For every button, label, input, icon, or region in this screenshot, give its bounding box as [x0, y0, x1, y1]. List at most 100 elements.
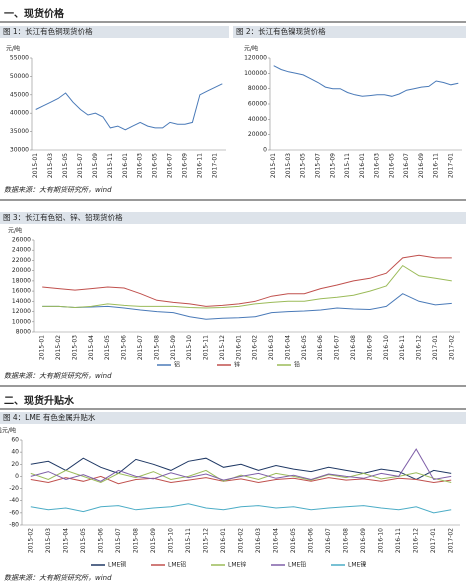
x-tick-label: 2015-03: [45, 528, 52, 553]
x-tick-label: 2016-03: [268, 335, 275, 360]
x-tick-label: 2016-09: [360, 528, 367, 553]
x-tick-label: 2016-04: [273, 528, 280, 553]
x-tick-label: 2016-09: [366, 335, 373, 360]
data-line: [30, 457, 452, 481]
x-tick-label: 2015-09: [92, 153, 99, 178]
x-tick-label: 2016-03: [255, 528, 262, 553]
x-tick-label: 2015-03: [71, 335, 78, 360]
x-tick-label: 2015-05: [104, 335, 111, 360]
data-line: [42, 254, 452, 307]
y-tick-label: -20: [9, 485, 19, 492]
y-axis-label: 元/吨: [6, 45, 20, 53]
y-tick-label: 26000: [12, 237, 31, 244]
y-tick-label: 12000: [12, 308, 31, 315]
y-tick-label: -60: [9, 509, 19, 516]
x-tick-label: 2015-06: [97, 528, 104, 553]
y-tick-label: 8000: [16, 329, 31, 336]
x-tick-label: 2016-05: [388, 153, 395, 178]
x-tick-label: 2016-03: [137, 153, 144, 178]
y-tick-label: 50000: [10, 73, 29, 80]
x-tick-label: 2015-04: [88, 335, 95, 360]
x-tick-label: 2016-04: [284, 335, 291, 360]
x-tick-label: 2015-03: [285, 153, 292, 178]
y-tick-label: 55000: [10, 55, 29, 62]
x-tick-label: 2016-08: [343, 528, 350, 553]
y-tick-label: 0: [263, 147, 267, 154]
x-tick-label: 2015-09: [170, 335, 177, 360]
legend-label: LME铜: [108, 561, 126, 569]
x-tick-label: 2016-05: [152, 153, 159, 178]
legend-label: LME锌: [228, 561, 246, 569]
y-tick-label: 22000: [12, 257, 31, 264]
x-tick-label: 2015-07: [115, 528, 122, 553]
y-tick-label: 16000: [12, 288, 31, 295]
source-note: 数据来源：大有期货研究所，wind: [4, 574, 112, 582]
x-tick-label: 2017-01: [432, 335, 439, 360]
y-tick-label: -40: [9, 497, 19, 504]
section-heading: 一、现货价格: [4, 7, 65, 20]
x-tick-label: 2015-11: [203, 335, 210, 360]
x-tick-label: 2016-11: [433, 153, 440, 178]
x-tick-label: 2016-09: [181, 153, 188, 178]
data-line: [42, 293, 452, 320]
x-tick-label: 2015-07: [77, 153, 84, 178]
y-tick-label: 80000: [248, 85, 267, 92]
data-line: [30, 503, 452, 514]
x-tick-label: 2015-08: [132, 528, 139, 553]
y-tick-label: 40: [11, 449, 19, 456]
y-tick-label: 0: [15, 473, 19, 480]
x-tick-label: 2016-05: [301, 335, 308, 360]
x-tick-label: 2015-08: [153, 335, 160, 360]
x-tick-label: 2015-06: [121, 335, 128, 360]
y-tick-label: 40000: [248, 116, 267, 123]
legend-label: LME镍: [348, 561, 366, 569]
x-tick-label: 2015-02: [27, 528, 34, 553]
title-band: [0, 412, 466, 424]
x-tick-label: 2016-08: [350, 335, 357, 360]
x-tick-label: 2016-10: [383, 335, 390, 360]
x-tick-label: 2015-01: [39, 335, 46, 360]
x-tick-label: 2016-12: [413, 528, 420, 553]
x-tick-label: 2015-10: [167, 528, 174, 553]
y-tick-label: 120000: [244, 55, 267, 62]
data-line: [30, 475, 452, 485]
y-tick-label: 100000: [244, 70, 267, 77]
x-tick-label: 2015-11: [185, 528, 192, 553]
data-line: [35, 83, 223, 131]
x-tick-label: 2015-12: [219, 335, 226, 360]
x-tick-label: 2016-11: [196, 153, 203, 178]
x-tick-label: 2016-01: [359, 153, 366, 178]
x-tick-label: 2016-01: [122, 153, 129, 178]
y-tick-label: 60: [11, 437, 19, 444]
x-tick-label: 2015-11: [344, 153, 351, 178]
y-tick-label: 20000: [248, 131, 267, 138]
x-tick-label: 2016-03: [374, 153, 381, 178]
y-tick-label: 14000: [12, 298, 31, 305]
x-tick-label: 2015-02: [55, 335, 62, 360]
y-axis-label: 元/吨: [244, 45, 258, 53]
x-tick-label: 2017-02: [448, 528, 455, 553]
x-tick-label: 2016-07: [325, 528, 332, 553]
legend-label: 锌: [234, 361, 240, 369]
y-tick-label: 35000: [10, 128, 29, 135]
x-tick-label: 2015-09: [329, 153, 336, 178]
x-tick-label: 2016-01: [235, 335, 242, 360]
data-line: [30, 469, 452, 484]
y-tick-label: 20: [11, 461, 19, 468]
x-tick-label: 2016-01: [220, 528, 227, 553]
source-note: 数据来源：大有期货研究所，wind: [4, 372, 112, 380]
y-tick-label: 45000: [10, 91, 29, 98]
y-tick-label: 30000: [10, 147, 29, 154]
x-tick-label: 2015-05: [300, 153, 307, 178]
y-tick-label: 18000: [12, 277, 31, 284]
chart-title: 图 1：长江有色铜现货价格: [3, 26, 93, 36]
x-tick-label: 2017-02: [448, 335, 455, 360]
y-tick-label: 10000: [12, 318, 31, 325]
x-tick-label: 2017-01: [430, 528, 437, 553]
x-tick-label: 2016-11: [395, 528, 402, 553]
title-band: [233, 26, 466, 38]
y-axis-label: 美元/吨: [0, 427, 16, 435]
title-band: [0, 26, 229, 38]
x-tick-label: 2015-12: [202, 528, 209, 553]
